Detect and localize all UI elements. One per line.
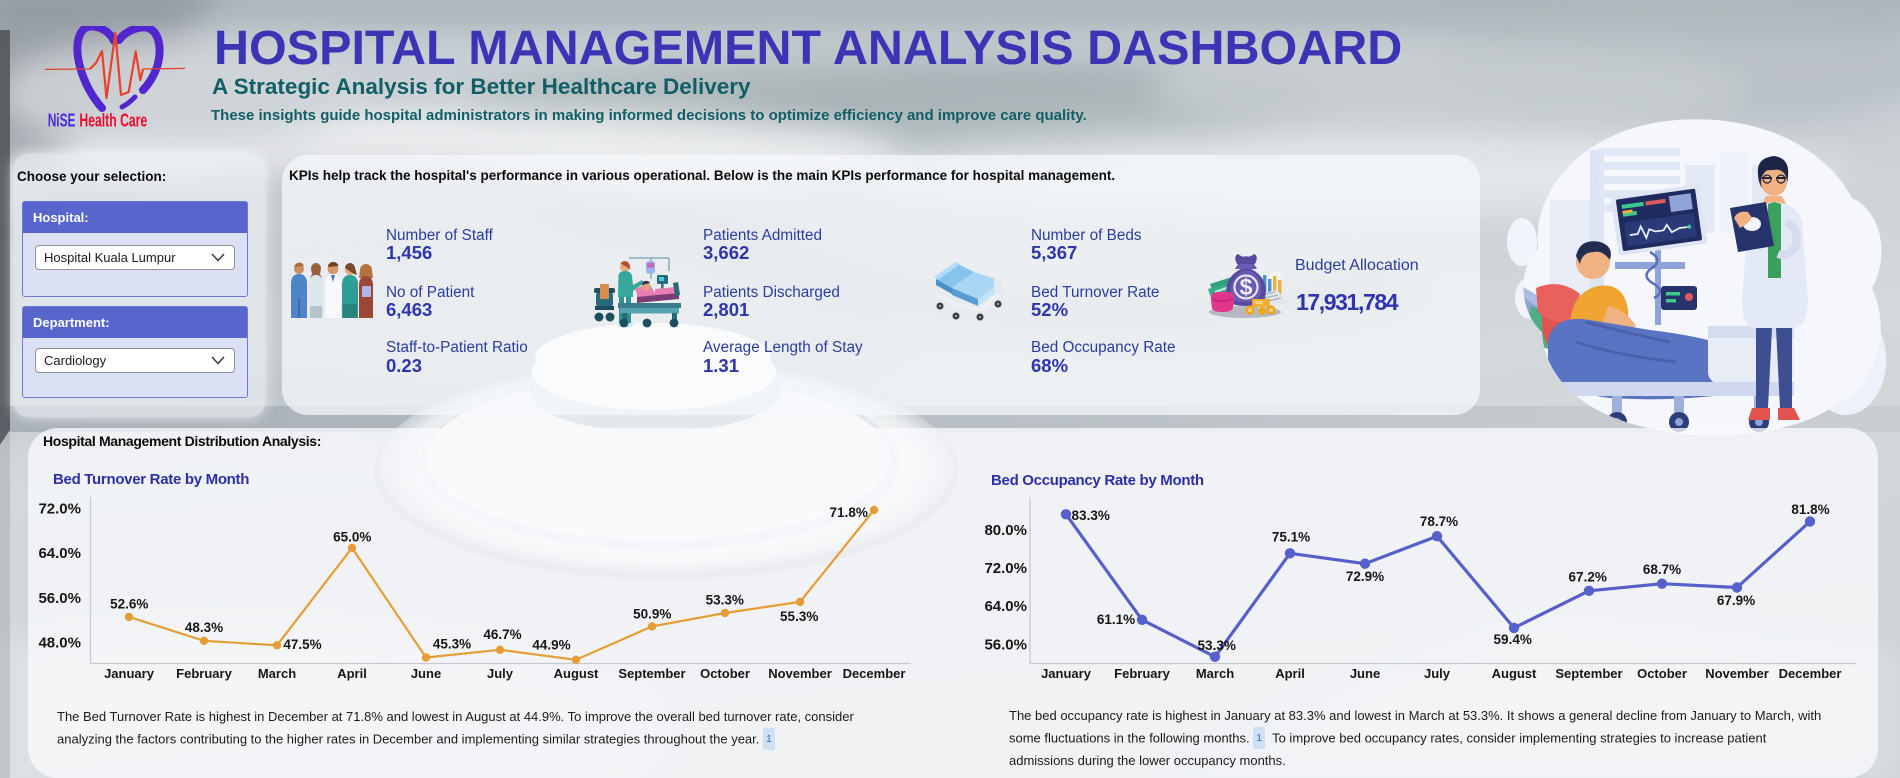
svg-text:$: $ — [1240, 274, 1253, 300]
svg-text:September: September — [1555, 666, 1622, 681]
svg-text:December: December — [843, 666, 906, 681]
svg-text:December: December — [1779, 666, 1842, 681]
svg-text:78.7%: 78.7% — [1420, 514, 1458, 529]
svg-text:64.0%: 64.0% — [984, 598, 1027, 615]
svg-text:April: April — [337, 666, 367, 681]
svg-text:75.1%: 75.1% — [1272, 530, 1310, 545]
svg-text:45.3%: 45.3% — [433, 637, 471, 652]
svg-text:March: March — [258, 666, 296, 681]
svg-text:46.7%: 46.7% — [483, 627, 521, 642]
svg-text:October: October — [1637, 666, 1687, 681]
svg-text:68.7%: 68.7% — [1643, 562, 1681, 577]
svg-text:80.0%: 80.0% — [984, 522, 1027, 539]
svg-text:71.8%: 71.8% — [830, 505, 868, 520]
svg-text:55.3%: 55.3% — [780, 609, 818, 624]
svg-text:53.3%: 53.3% — [1198, 638, 1236, 653]
svg-text:August: August — [1492, 666, 1537, 681]
svg-text:NiSE: NiSE — [48, 110, 76, 130]
svg-text:44.9%: 44.9% — [532, 638, 570, 653]
svg-text:53.3%: 53.3% — [706, 592, 744, 607]
svg-text:October: October — [700, 666, 750, 681]
svg-text:56.0%: 56.0% — [38, 590, 81, 607]
svg-text:72.0%: 72.0% — [984, 560, 1027, 577]
svg-text:48.0%: 48.0% — [38, 634, 81, 651]
svg-text:August: August — [554, 666, 599, 681]
svg-text:June: June — [1350, 666, 1380, 681]
svg-text:67.9%: 67.9% — [1717, 593, 1755, 608]
svg-text:83.3%: 83.3% — [1072, 508, 1110, 523]
svg-text:Health Care: Health Care — [79, 110, 147, 130]
svg-text:February: February — [1114, 666, 1170, 681]
svg-text:July: July — [487, 666, 514, 681]
svg-text:September: September — [618, 666, 685, 681]
svg-text:July: July — [1424, 666, 1451, 681]
svg-text:48.3%: 48.3% — [185, 620, 223, 635]
svg-text:50.9%: 50.9% — [633, 607, 671, 622]
svg-text:February: February — [176, 666, 232, 681]
svg-text:January: January — [1041, 666, 1092, 681]
svg-text:59.4%: 59.4% — [1494, 632, 1532, 647]
svg-text:61.1%: 61.1% — [1097, 612, 1135, 627]
svg-text:January: January — [104, 666, 155, 681]
svg-text:56.0%: 56.0% — [984, 636, 1027, 653]
svg-text:June: June — [411, 666, 441, 681]
svg-text:March: March — [1196, 666, 1234, 681]
svg-text:November: November — [768, 666, 832, 681]
svg-text:72.0%: 72.0% — [38, 501, 81, 518]
svg-text:81.8%: 81.8% — [1791, 502, 1829, 517]
svg-text:72.9%: 72.9% — [1346, 569, 1384, 584]
svg-text:65.0%: 65.0% — [333, 530, 371, 545]
svg-text:67.2%: 67.2% — [1569, 570, 1607, 585]
svg-text:64.0%: 64.0% — [38, 545, 81, 562]
svg-text:47.5%: 47.5% — [283, 637, 321, 652]
svg-text:November: November — [1705, 666, 1769, 681]
svg-text:52.6%: 52.6% — [110, 596, 148, 611]
svg-text:April: April — [1275, 666, 1305, 681]
